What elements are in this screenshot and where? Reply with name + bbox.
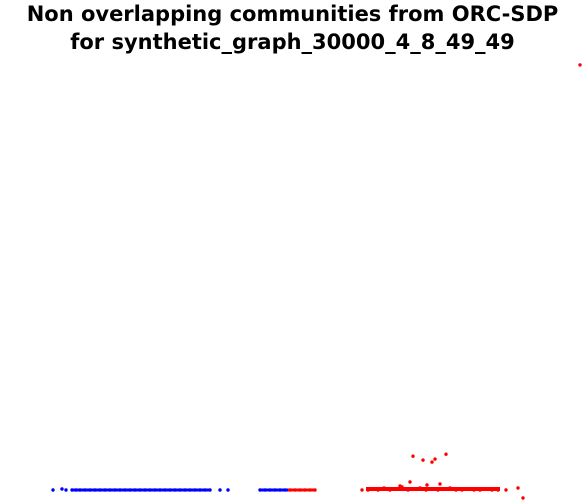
data-point-community_a-32 xyxy=(218,488,221,491)
data-point-community_b-39 xyxy=(425,483,428,486)
data-point-community_b-36 xyxy=(444,453,447,456)
data-point-community_b-31 xyxy=(516,486,519,489)
dense-band-community-a-2 xyxy=(260,489,288,492)
data-point-community_b-37 xyxy=(408,480,411,483)
data-point-community_b-42 xyxy=(521,496,524,499)
data-point-community_b-34 xyxy=(430,460,433,463)
data-point-community_b-35 xyxy=(433,457,436,460)
data-point-community_b-40 xyxy=(438,482,441,485)
dense-band-community-a xyxy=(72,489,210,492)
data-point-community_b-30 xyxy=(504,488,507,491)
data-point-community_b-41 xyxy=(578,63,581,66)
dense-band-community-b xyxy=(288,489,316,492)
data-point-community_a-1 xyxy=(60,487,63,490)
points-layer xyxy=(51,63,581,499)
data-point-community_b-6 xyxy=(360,488,363,491)
data-point-community_a-2 xyxy=(64,488,67,491)
dense-band-community-b-2 xyxy=(366,487,500,491)
data-point-community_a-33 xyxy=(226,488,229,491)
data-point-community_b-32 xyxy=(411,455,414,458)
data-point-community_a-0 xyxy=(51,488,54,491)
data-point-community_b-33 xyxy=(421,458,424,461)
